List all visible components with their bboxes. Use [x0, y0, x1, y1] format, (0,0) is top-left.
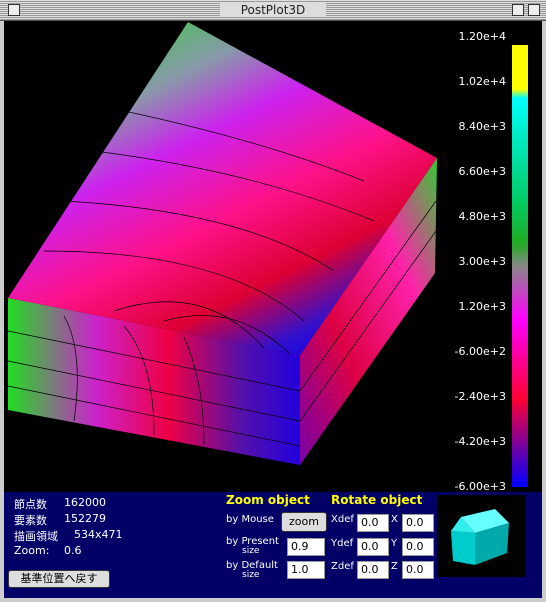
axis-label: Y	[391, 538, 398, 549]
info-label: 節点数	[14, 498, 47, 511]
block-right-face	[300, 158, 437, 465]
default-size-input[interactable]: 1.0	[287, 561, 325, 579]
colorbar-label: 6.60e+3	[459, 165, 506, 178]
axis-label: Xdef	[331, 514, 354, 525]
window-title: PostPlot3D	[220, 3, 326, 17]
collapse-box[interactable]	[528, 4, 540, 16]
axis-label: Ydef	[331, 538, 354, 549]
axis-label: Z	[391, 561, 398, 572]
block-top-face	[8, 22, 437, 355]
label: size	[242, 570, 260, 580]
x-input[interactable]: 0.0	[402, 514, 434, 532]
rotation-preview	[437, 495, 525, 577]
block-front-face	[8, 298, 300, 465]
colorbar-label: -6.00e+3	[455, 480, 506, 492]
label: by Default	[226, 560, 278, 571]
info-value: 0.6	[64, 544, 82, 557]
colorbar-label: 1.20e+4	[459, 30, 506, 43]
ydef-input[interactable]: 0.0	[357, 538, 389, 556]
label: size	[242, 546, 260, 556]
xdef-input[interactable]: 0.0	[357, 514, 389, 532]
info-label: 要素数	[14, 514, 47, 527]
y-input[interactable]: 0.0	[402, 538, 434, 556]
present-size-input[interactable]: 0.9	[287, 538, 325, 556]
colorbar-label: 1.20e+3	[459, 300, 506, 313]
colorbar-label: -2.40e+3	[455, 390, 506, 403]
plot-view: 1.20e+4 1.02e+4 8.40e+3 6.60e+3 4.80e+3 3.00e…	[4, 21, 542, 492]
reset-button[interactable]: 基準位置へ戻す	[8, 570, 110, 588]
colorbar-label: -6.00e+2	[455, 345, 506, 358]
zoom-title: Zoom object	[226, 493, 310, 507]
zoom-box[interactable]	[512, 4, 524, 16]
close-box[interactable]	[8, 4, 20, 16]
axis-label: X	[391, 514, 398, 525]
info-label: Zoom:	[14, 544, 50, 557]
z-input[interactable]: 0.0	[402, 561, 434, 579]
zdef-input[interactable]: 0.0	[357, 561, 389, 579]
zoom-button[interactable]: zoom	[281, 512, 327, 532]
colorbar	[512, 45, 528, 487]
info-value: 152279	[64, 512, 106, 525]
label: by Mouse	[226, 514, 274, 525]
info-label: 描画領域	[14, 530, 58, 543]
colorbar-label: 4.80e+3	[459, 210, 506, 223]
info-value: 162000	[64, 496, 106, 509]
colorbar-label: 3.00e+3	[459, 255, 506, 268]
colorbar-label: 8.40e+3	[459, 120, 506, 133]
rotate-title: Rotate object	[331, 493, 423, 507]
colorbar-label: -4.20e+3	[455, 435, 506, 448]
axis-label: Zdef	[331, 561, 354, 572]
contour-lines	[7, 110, 437, 447]
info-value: 534x471	[74, 528, 123, 541]
colorbar-label: 1.02e+4	[459, 75, 506, 88]
label: by Present	[226, 536, 279, 547]
